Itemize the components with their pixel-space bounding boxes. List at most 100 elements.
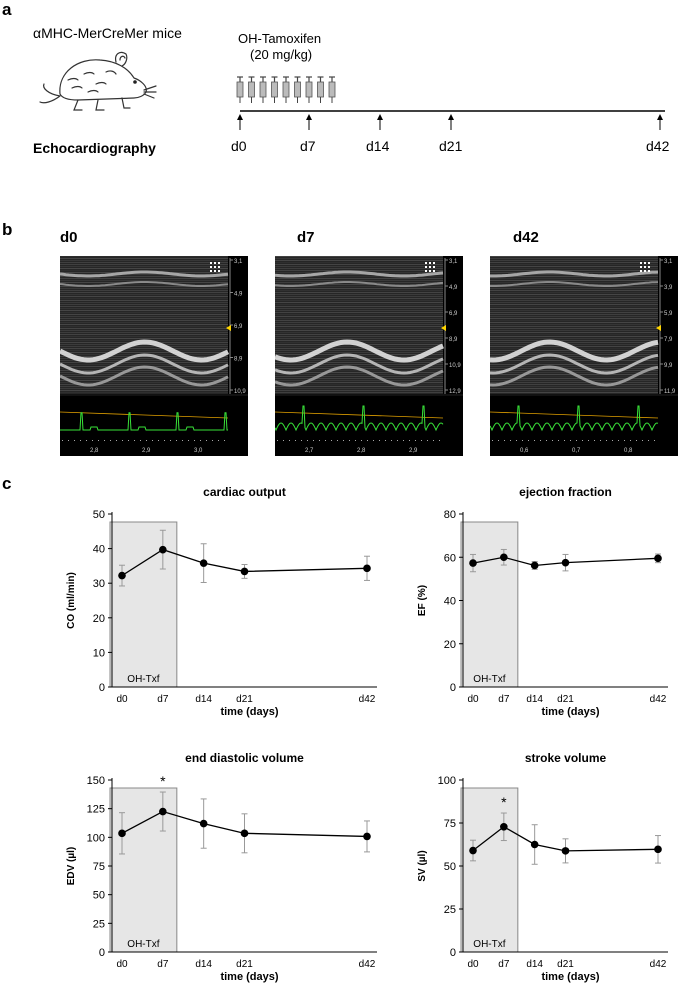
treatment-label: OH-Txf: [127, 939, 159, 950]
depth-tick-label: 5,9: [664, 311, 673, 317]
data-point: [654, 845, 662, 854]
x-tick-label: d42: [359, 694, 376, 705]
y-tick-label: 20: [444, 639, 456, 651]
syringe-icon: [236, 76, 244, 103]
y-tick-label: 50: [93, 509, 105, 521]
x-tick-label: d14: [195, 694, 212, 705]
y-tick-label: 0: [450, 947, 456, 959]
y-tick-label: 125: [87, 804, 105, 816]
ecg-trace: [275, 394, 463, 432]
syringe-icon: [317, 76, 324, 103]
x-tick-label: d14: [526, 959, 543, 970]
depth-tick-label: 10,9: [234, 389, 246, 395]
depth-tick-label: 9,9: [664, 363, 673, 369]
y-tick-label: 0: [450, 682, 456, 694]
y-tick-label: 30: [93, 578, 105, 590]
treatment-window: [109, 521, 178, 688]
timeline-day-label: d0: [231, 138, 247, 154]
y-tick-label: 0: [99, 947, 105, 959]
treatment-label: OH-Txf: [127, 674, 159, 685]
data-point: [363, 832, 371, 841]
data-point: [500, 822, 508, 831]
mmode-image-d0: 3,1 4,9 6,9 8,9 10,9 2,8 2,9 3,0: [60, 256, 248, 456]
probe-grid-icon: [640, 262, 650, 272]
y-tick-label: 150: [87, 775, 105, 787]
time-tick-label: 2,8: [90, 448, 99, 454]
data-point: [469, 559, 477, 567]
x-tick-label: d21: [557, 694, 574, 705]
data-point: [159, 807, 167, 816]
syringe-icon: [282, 76, 290, 103]
depth-tick-label: 8,9: [234, 357, 243, 363]
y-tick-label: 60: [444, 552, 456, 564]
syringe-icon: [294, 76, 301, 103]
data-point: [199, 819, 208, 828]
y-axis-label: CO (ml/min): [66, 572, 77, 629]
y-tick-label: 25: [93, 918, 105, 930]
data-point: [561, 558, 570, 567]
echo-title-d0: d0: [60, 229, 78, 246]
mouse-icon: [39, 51, 157, 111]
syringe-icon: [259, 76, 267, 103]
tamoxifen-name: OH-Tamoxifen: [238, 31, 322, 46]
chart-ejection-fraction: ejection fraction OH-Txf 0 20 40 60 80 d0 d7 d14 d…: [417, 485, 668, 718]
x-tick-label: d42: [650, 694, 667, 705]
time-axis: 2,7 2,8 2,9: [277, 440, 440, 454]
time-tick-label: 0,8: [624, 448, 633, 454]
significance-marker: *: [160, 773, 166, 789]
y-tick-label: 80: [444, 509, 456, 521]
tamoxifen-dose: (20 mg/kg): [250, 47, 313, 62]
time-tick-label: 3,0: [194, 448, 203, 454]
y-axis-label: EDV (µl): [66, 847, 77, 886]
chart-stroke-volume: stroke volume OH-Txf 0 25 50 75 100 d0 d7 d14 d21 d…: [417, 751, 668, 983]
y-tick-label: 25: [444, 904, 456, 916]
y-axis-label: EF (%): [417, 585, 428, 616]
treatment-window: [460, 521, 519, 688]
depth-tick-label: 4,9: [449, 285, 458, 291]
y-tick-label: 40: [444, 596, 456, 608]
time-tick-label: 2,8: [357, 448, 366, 454]
x-tick-label: d21: [557, 959, 574, 970]
timeline-day-label: d42: [646, 138, 670, 154]
x-tick-label: d21: [236, 694, 253, 705]
syringe-icon: [305, 76, 313, 103]
chart-title: end diastolic volume: [185, 751, 304, 765]
treatment-label: OH-Txf: [473, 674, 505, 685]
timeline-arrow-d7: [306, 114, 312, 130]
time-axis: 0,6 0,7 0,8: [492, 440, 655, 454]
y-axis-label: SV (µl): [417, 850, 428, 881]
significance-marker: *: [501, 794, 507, 810]
mmode-texture: [490, 256, 659, 394]
timeline: [236, 76, 665, 130]
y-tick-label: 75: [93, 861, 105, 873]
y-tick-label: 10: [93, 647, 105, 659]
probe-grid-icon: [210, 262, 220, 272]
time-tick-label: 0,7: [572, 448, 581, 454]
timeline-arrows: [237, 114, 663, 130]
data-point: [118, 829, 126, 838]
depth-tick-label: 8,9: [449, 337, 458, 343]
echo-title-d42: d42: [513, 229, 539, 246]
data-point: [500, 553, 508, 562]
depth-tick-label: 7,9: [664, 337, 673, 343]
depth-tick-label: 11,9: [664, 389, 676, 395]
focus-marker-icon: [441, 325, 446, 331]
chart-title: ejection fraction: [519, 485, 612, 499]
y-tick-label: 50: [93, 890, 105, 902]
panel-c-letter: c: [2, 474, 12, 493]
time-tick-label: 2,7: [305, 448, 314, 454]
mmode-image-d42: 3,1 3,9 5,9 7,9 9,9 11,9 0,6 0,7 0,8: [490, 256, 678, 456]
x-axis-label: time (days): [220, 971, 278, 983]
timeline-arrow-d21: [448, 114, 454, 130]
x-tick-label: d7: [498, 959, 510, 970]
syringe-icon: [328, 76, 336, 103]
depth-tick-label: 6,9: [234, 324, 243, 330]
time-tick-label: 0,6: [520, 448, 529, 454]
data-point: [240, 567, 249, 576]
mmode-image-d7: 3,1 4,9 6,9 8,9 10,9 12,9 2,7 2,8 2,9: [275, 256, 463, 456]
chart-cardiac-output: cardiac output OH-Txf 0 10 20 30 40 50 d0 d7 d14 d2…: [66, 485, 377, 718]
x-tick-label: d7: [498, 694, 510, 705]
data-point: [363, 564, 371, 573]
mouse-strain-label: αMHC-MerCreMer mice: [33, 25, 182, 41]
y-tick-label: 20: [93, 613, 105, 625]
